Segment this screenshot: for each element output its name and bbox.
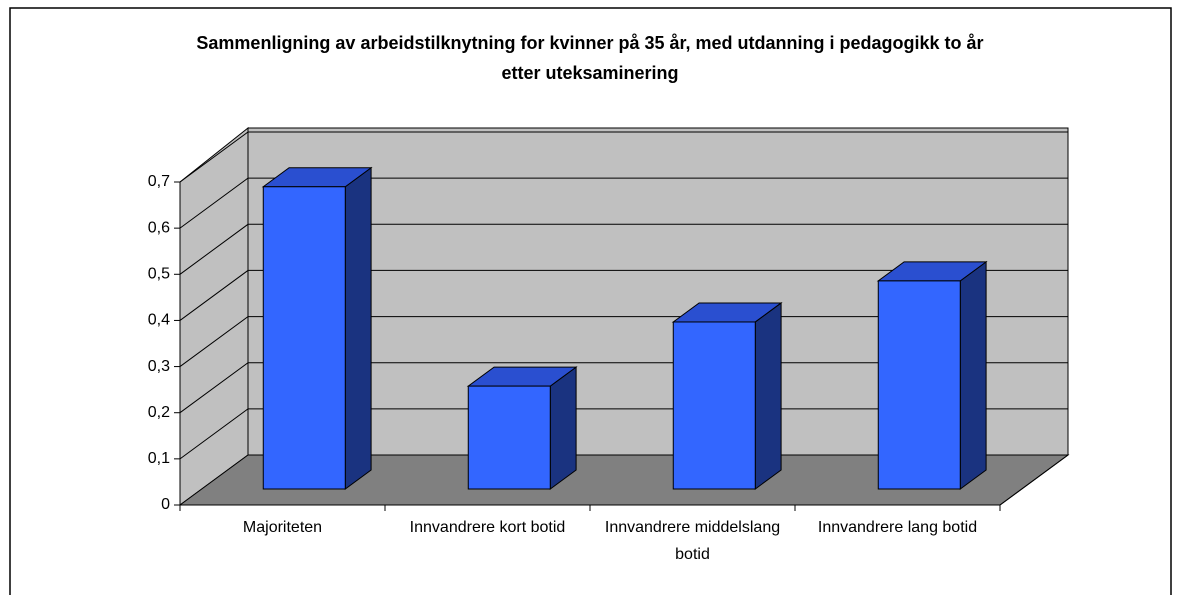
bar-side — [344, 166, 372, 490]
bar — [262, 186, 346, 490]
floor-edge — [999, 454, 1069, 506]
x-tick-label: Majoriteten — [242, 519, 323, 536]
y-tick-label: 0,1 — [148, 450, 170, 467]
grid-line — [179, 223, 1068, 275]
bar-side — [549, 366, 577, 490]
grid-line — [179, 177, 1068, 229]
bar-side — [754, 301, 782, 490]
grid-line — [179, 316, 1068, 367]
y-tick-label: 0,6 — [148, 219, 170, 236]
y-tick-label: 0,5 — [148, 266, 170, 283]
bar — [877, 280, 961, 490]
y-tick-label: 0,3 — [148, 358, 170, 375]
y-tick-label: 0,4 — [148, 312, 170, 329]
y-tick-label: 0,7 — [148, 173, 170, 190]
y-tick-label: 0 — [161, 496, 170, 513]
x-tick-label: Innvandrere middelslang botid — [604, 519, 781, 563]
y-tick-label: 0,2 — [148, 404, 170, 421]
grid-line — [179, 131, 1068, 183]
bar — [467, 385, 551, 490]
side-wall — [179, 126, 249, 506]
grid-line — [179, 408, 1068, 460]
grid-line — [179, 269, 1068, 321]
chart-title: Sammenligning av arbeidstilknytning for … — [196, 33, 984, 83]
bar — [672, 321, 756, 490]
x-tick-label: Innvandrere lang botid — [817, 519, 978, 536]
grid-line — [179, 362, 1068, 414]
bar-side — [959, 260, 987, 490]
x-tick-label: Innvandrere kort botid — [409, 519, 566, 536]
